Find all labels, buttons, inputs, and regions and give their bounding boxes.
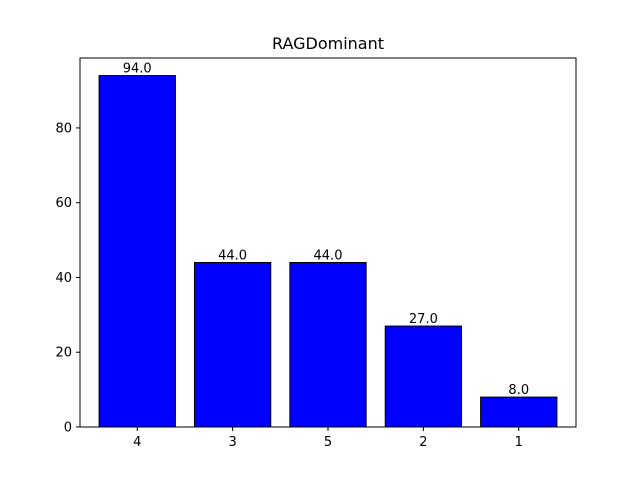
y-tick-label: 80 (55, 121, 72, 136)
x-tick-label: 2 (419, 435, 427, 450)
bar-4 (98, 75, 176, 428)
bar-value-label: 44.0 (218, 249, 247, 264)
y-tick-label: 20 (55, 346, 72, 361)
x-tick-label: 3 (228, 435, 236, 450)
chart-title: RAGDominant (272, 34, 384, 53)
x-tick-label: 4 (133, 435, 141, 450)
bar-3 (193, 262, 272, 428)
y-tick-label: 40 (55, 271, 72, 286)
bar-value-label: 27.0 (409, 312, 438, 327)
x-tick-label: 1 (515, 435, 523, 450)
bar-value-label: 44.0 (314, 249, 343, 264)
value-labels-group: 94.0 44.0 44.0 27.0 8.0 (123, 62, 529, 399)
bar-2 (384, 325, 463, 428)
bar-value-label: 8.0 (508, 383, 529, 398)
bar-1 (480, 396, 558, 428)
bar-value-label: 94.0 (123, 62, 152, 77)
bars-group (98, 75, 558, 428)
y-axis-ticks: 0 20 40 60 80 (55, 121, 80, 436)
x-axis-ticks: 4 3 5 2 1 (133, 427, 523, 450)
x-tick-label: 5 (324, 435, 332, 450)
y-tick-label: 0 (64, 421, 72, 436)
y-tick-label: 60 (55, 196, 72, 211)
bar-5 (289, 262, 367, 428)
plot-area-frame (79, 57, 577, 428)
